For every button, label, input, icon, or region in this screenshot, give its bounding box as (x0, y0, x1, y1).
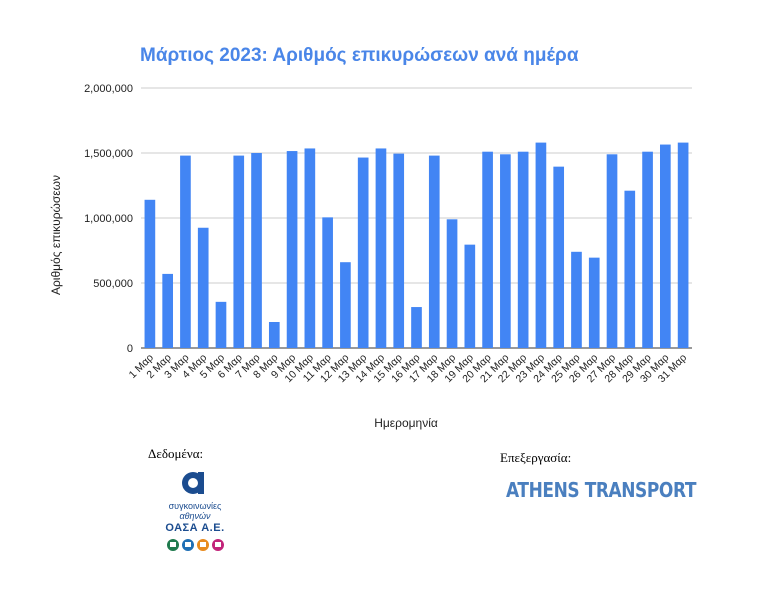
bar (660, 144, 671, 348)
oasa-text-line1: συγκοινωνίες (168, 501, 222, 511)
bar (286, 151, 298, 348)
bar (197, 227, 209, 348)
bus-icon (166, 539, 179, 551)
y-tick-label: 1,000,000 (84, 213, 133, 225)
bar (180, 155, 191, 348)
bar (553, 166, 565, 348)
chart-title: Μάρτιος 2023: Αριθμός επικυρώσεων ανά ημ… (140, 45, 579, 66)
y-tick-label: 2,000,000 (84, 83, 133, 95)
processing-label: Επεξεργασία: (500, 450, 572, 465)
bar (482, 151, 493, 348)
bar (411, 307, 422, 348)
bar (588, 257, 600, 348)
bar (446, 219, 458, 348)
metro-icon (196, 539, 209, 551)
bar (304, 148, 316, 348)
oasa-text-line3: ΟΑΣΑ Α.Ε. (165, 522, 225, 534)
bar (677, 142, 689, 348)
bar (251, 153, 262, 348)
bar (215, 301, 227, 348)
oasa-logo: συγκοινωνίες αθηνών ΟΑΣΑ Α.Ε. (155, 470, 235, 551)
tram-icon (211, 539, 224, 551)
bar (517, 151, 529, 348)
bar (642, 151, 653, 348)
transport-mode-icons (155, 539, 235, 551)
bar (606, 154, 618, 348)
athens-transport-logo: ATHENS TRANSPORT (506, 478, 697, 502)
trolley-icon (181, 539, 194, 551)
bar (233, 155, 245, 348)
bar (162, 273, 173, 348)
data-source-label: Δεδομένα: (148, 446, 204, 461)
bar (535, 142, 547, 348)
bar (428, 155, 440, 348)
bar (322, 217, 333, 348)
x-axis-label: Ημερομηνία (374, 416, 438, 430)
bar (357, 157, 369, 348)
bar (393, 153, 405, 348)
oasa-alpha-logo-icon (182, 472, 204, 494)
bar (500, 154, 511, 348)
bar (571, 251, 582, 348)
bar (144, 199, 156, 348)
bar (624, 190, 636, 348)
y-tick-labels: 0 500,000 1,000,000 1,500,000 2,000,000 (84, 83, 133, 355)
y-tick-label: 500,000 (93, 278, 133, 290)
bar (340, 262, 351, 348)
bar (464, 244, 476, 348)
bars (144, 142, 689, 348)
y-axis-label: Αριθμός επικυρώσεων (49, 175, 63, 295)
oasa-text-line2: αθηνών (179, 511, 211, 521)
y-tick-label: 1,500,000 (84, 148, 133, 160)
bar (375, 148, 387, 348)
y-tick-label: 0 (127, 343, 133, 355)
bar (268, 322, 280, 348)
